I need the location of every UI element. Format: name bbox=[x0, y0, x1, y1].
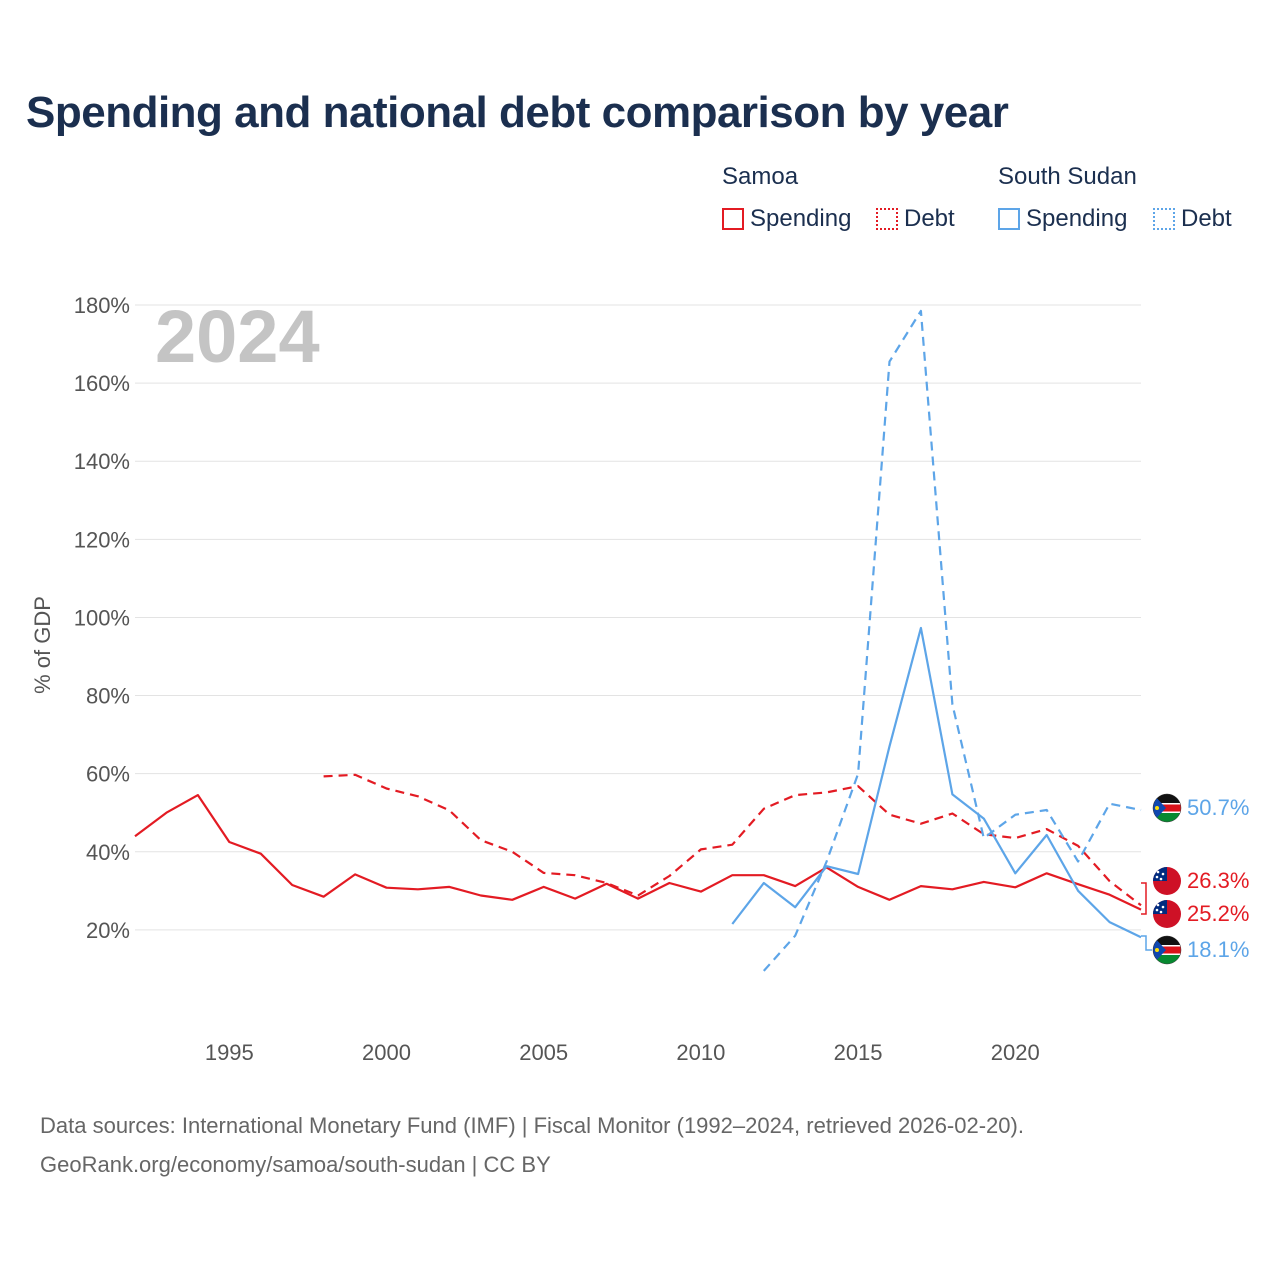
year-watermark: 2024 bbox=[155, 295, 320, 378]
south-sudan-spending-line bbox=[731, 626, 1142, 939]
end-label-samoa-debt: 26.3% bbox=[1187, 868, 1249, 893]
legend-label: Spending bbox=[750, 205, 852, 232]
legend-label: Debt bbox=[1181, 205, 1232, 232]
south-sudan-label-connector bbox=[1141, 935, 1152, 951]
chart-title: Spending and national debt comparison by… bbox=[26, 88, 1009, 137]
south-sudan-flag-icon bbox=[1153, 794, 1181, 822]
legend-south-sudan-debt[interactable]: Debt bbox=[1153, 205, 1232, 233]
legend-swatch-solid-red bbox=[722, 208, 744, 230]
x-tick-label: 2005 bbox=[519, 1040, 568, 1065]
legend-label: Spending bbox=[1026, 205, 1128, 232]
end-label-south-sudan-debt: 50.7% bbox=[1187, 795, 1249, 820]
end-label-south-sudan-spending: 18.1% bbox=[1187, 937, 1249, 962]
samoa-spending-line bbox=[134, 793, 1142, 911]
y-axis-label: % of GDP bbox=[30, 596, 55, 694]
legend-south-sudan-spending[interactable]: Spending bbox=[998, 205, 1127, 233]
samoa-flag-icon bbox=[1153, 900, 1181, 928]
y-tick-label: 40% bbox=[86, 840, 130, 865]
south-sudan-debt-line bbox=[762, 309, 1142, 972]
credit-link[interactable]: GeoRank.org/economy/samoa/south-sudan | … bbox=[40, 1152, 551, 1177]
legend-group-south-sudan: South Sudan bbox=[998, 163, 1137, 190]
footer: Data sources: International Monetary Fun… bbox=[40, 1106, 1024, 1184]
x-tick-label: 2010 bbox=[676, 1040, 725, 1065]
legend-swatch-solid-blue bbox=[998, 208, 1020, 230]
legend-label: Debt bbox=[904, 205, 955, 232]
y-tick-label: 160% bbox=[74, 371, 130, 396]
legend-swatch-dotted-red bbox=[876, 208, 898, 230]
x-tick-label: 2020 bbox=[991, 1040, 1040, 1065]
samoa-flag-icon bbox=[1153, 867, 1181, 895]
south-sudan-flag-icon bbox=[1153, 936, 1181, 964]
y-tick-label: 60% bbox=[86, 762, 130, 787]
x-tick-label: 2015 bbox=[834, 1040, 883, 1065]
legend-swatch-dotted-blue bbox=[1153, 208, 1175, 230]
legend-samoa-spending[interactable]: Spending bbox=[722, 205, 851, 233]
y-tick-label: 20% bbox=[86, 918, 130, 943]
samoa-label-connector bbox=[1141, 882, 1147, 915]
legend-group-samoa: Samoa bbox=[722, 163, 799, 190]
x-tick-label: 2000 bbox=[362, 1040, 411, 1065]
y-tick-label: 100% bbox=[74, 605, 130, 630]
y-tick-label: 140% bbox=[74, 449, 130, 474]
data-source-note: Data sources: International Monetary Fun… bbox=[40, 1113, 1024, 1138]
y-tick-label: 180% bbox=[74, 293, 130, 318]
y-tick-label: 80% bbox=[86, 684, 130, 709]
samoa-debt-line bbox=[323, 773, 1142, 907]
end-label-samoa-spending: 25.2% bbox=[1187, 901, 1249, 926]
x-tick-label: 1995 bbox=[205, 1040, 254, 1065]
legend-samoa-debt[interactable]: Debt bbox=[876, 205, 955, 233]
y-tick-label: 120% bbox=[74, 527, 130, 552]
